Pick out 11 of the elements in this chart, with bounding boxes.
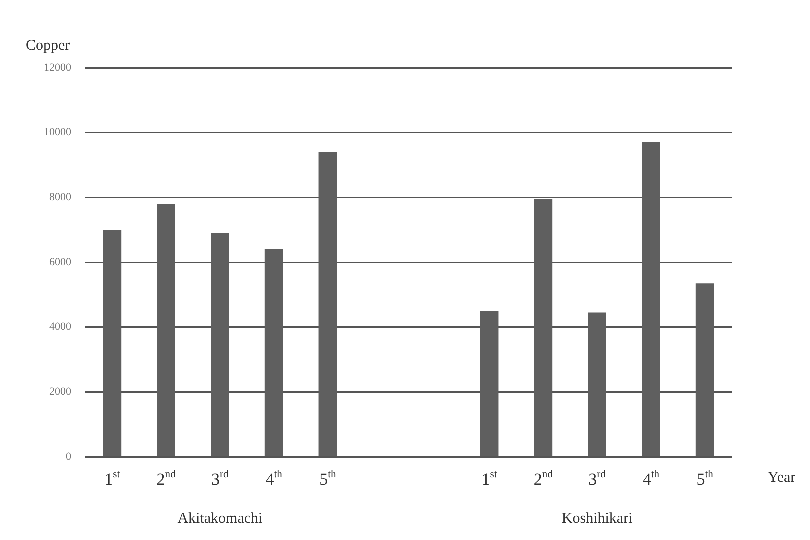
text: Koshihikari — [562, 511, 633, 527]
y-tick-label: 2000 — [50, 386, 72, 398]
x-axis-title: Year — [768, 470, 796, 486]
y-tick-label: 12000 — [44, 62, 72, 74]
text: Akitakomachi — [178, 511, 263, 527]
y-tick-label: 6000 — [50, 256, 72, 268]
y-tick-label: 4000 — [50, 321, 72, 334]
y-axis-title: Copper — [26, 38, 70, 54]
y-tick-label: 0 — [66, 450, 72, 463]
y-tick-label: 10000 — [44, 126, 72, 139]
y-tick-label: 8000 — [50, 192, 72, 204]
